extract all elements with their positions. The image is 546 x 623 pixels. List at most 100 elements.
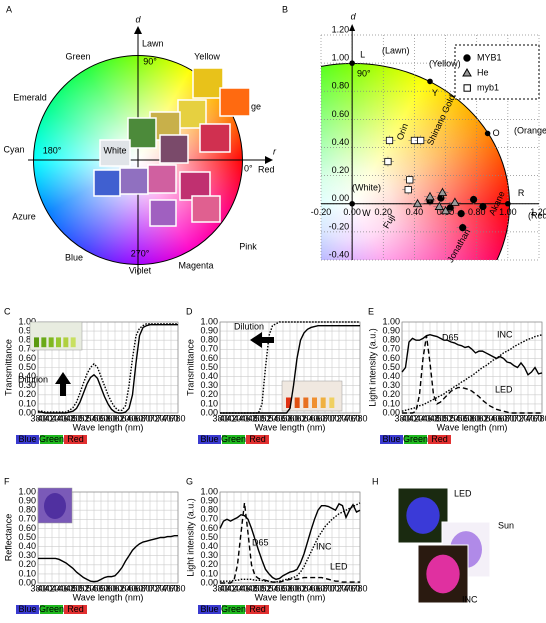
y-tick-label: 0.50 [200,362,218,372]
x-tick-label: 660 [128,413,143,423]
y-tick-label: 0.40 [332,137,350,147]
x-tick-label: 440 [51,413,66,423]
x-tick-label: 560 [93,583,108,593]
data-point [440,205,451,215]
x-tick-label: 640 [121,413,136,423]
x-tick-label: 480 [65,413,80,423]
x-tick-label: 740 [338,413,353,423]
y-tick-label: 1.00 [200,316,218,326]
x-axis-label: Wave length (nm) [255,422,326,432]
x-tick-label: 500 [72,583,87,593]
annotation: (Orange) [514,125,546,135]
tube [294,397,300,408]
y-tick-label: 0.70 [382,344,400,354]
band-label: Red [249,434,266,444]
angle-label: 0° [244,163,253,173]
flower-photo [99,139,131,167]
x-tick-label: 420 [44,583,59,593]
data-point [469,195,478,204]
x-tick-label: 580 [282,413,297,423]
flower-photo [192,67,224,99]
x-tick-label: 440 [415,413,430,423]
flower [426,554,460,594]
x-tick-label: 580 [100,583,115,593]
y-tick-label: 0.40 [200,371,218,381]
arrow-head [134,26,142,34]
tube [70,337,76,348]
line [220,321,360,414]
x-tick-label: 500 [254,413,269,423]
panel-label: F [4,476,10,486]
x-tick-label: 480 [65,583,80,593]
x-tick-label: 540 [86,583,101,593]
band-swatch [16,435,39,444]
x-tick-label: 600 [289,583,304,593]
y-tick-label: 0.90 [18,495,36,505]
annotation: Dilution [234,321,264,331]
band-swatch [198,605,221,614]
arrow-head [349,24,356,31]
legend-marker [462,67,472,77]
y-tick-label: -0.20 [329,221,350,231]
reference-label: L [360,50,365,60]
band-label: Blue [382,434,400,444]
legend-marker [463,84,471,92]
y-tick-label: 0.00 [332,193,350,203]
y-tick-label: 0.30 [18,380,36,390]
band-swatch [246,435,269,444]
x-tick-label: 600 [471,413,486,423]
annotation: (Red) [528,210,546,220]
photo-label: Sun [498,520,514,530]
x-tick-label: 680 [499,413,514,423]
x-tick-label: 560 [457,413,472,423]
y-tick-label: 0.60 [200,523,218,533]
x-tick-label: 780 [170,413,185,423]
x-tick-label: 460 [58,413,73,423]
y-tick-label: 0.80 [18,505,36,515]
y-tick-label: 0.00 [18,407,36,417]
x-tick-label: 440 [51,583,66,593]
y-tick-label: 0.00 [200,407,218,417]
line [38,323,178,413]
data-point [437,187,448,196]
y-tick-label: 0.30 [382,380,400,390]
flower-photo [93,169,121,197]
center-label: White [103,145,126,155]
tube [329,397,335,408]
line [220,324,360,414]
x-tick-label: 740 [156,413,171,423]
angle-label: 90° [143,56,157,66]
flower [44,493,66,519]
panel-label: A [6,4,12,14]
y-tick-label: 0.40 [18,371,36,381]
x-tick-label: 1.00 [499,207,517,217]
y-tick-label: 0.60 [18,523,36,533]
reference-point [427,78,433,85]
y-tick-label: 0.40 [200,541,218,551]
x-tick-label: 540 [268,413,283,423]
x-tick-label: 740 [338,583,353,593]
hue-label: Red [258,164,275,174]
x-tick-label: 780 [352,583,367,593]
y-tick-label: 0.30 [200,380,218,390]
x-tick-label: 420 [226,413,241,423]
x-tick-label: 680 [317,413,332,423]
y-tick-label: 0.10 [200,398,218,408]
axis-label: d [351,11,357,21]
y-tick-label: 0.20 [18,389,36,399]
y-axis-label: Light intensity (a.u.) [367,328,377,407]
y-axis-label: Reflectance [3,514,13,562]
y-tick-label: 0.70 [18,514,36,524]
line-label: D65 [442,332,459,342]
line-label: INC [497,329,513,339]
y-tick-label: 0.70 [18,344,36,354]
data-point [412,198,423,208]
x-tick-label: 700 [506,413,521,423]
x-tick-label: 1.20 [530,207,546,217]
x-tick-label: 420 [226,583,241,593]
photo-label: LED [454,488,472,498]
y-axis-label: Transmittance [3,339,13,396]
y-tick-label: 1.00 [18,486,36,496]
flower-photo [147,164,177,194]
y-tick-label: 0.30 [200,550,218,560]
